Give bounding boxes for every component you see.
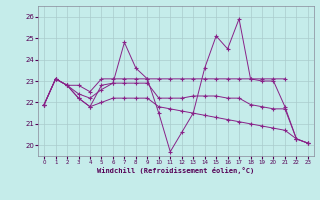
X-axis label: Windchill (Refroidissement éolien,°C): Windchill (Refroidissement éolien,°C): [97, 167, 255, 174]
